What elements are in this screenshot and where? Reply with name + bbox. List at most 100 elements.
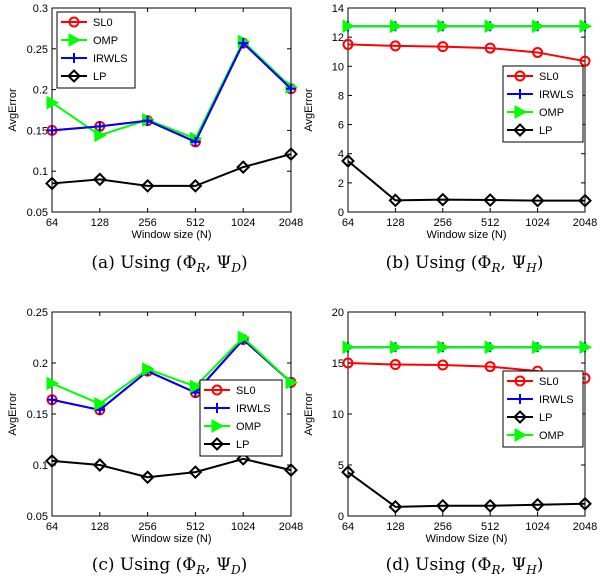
data-point-sl0 xyxy=(389,40,401,52)
data-point-lp xyxy=(188,178,203,193)
legend-entry: IRWLS xyxy=(93,53,128,65)
data-point-sl0 xyxy=(484,42,496,54)
y-tick-label: 5 xyxy=(338,460,344,472)
series-line-irwls xyxy=(51,338,292,411)
data-point-sl0 xyxy=(532,46,544,58)
data-point-lp xyxy=(284,147,298,161)
y-axis-label: AvgError xyxy=(7,392,19,436)
series-line-irwls xyxy=(51,41,292,144)
series-line-lp xyxy=(51,457,292,479)
legend-marker xyxy=(211,419,225,433)
legend-marker xyxy=(69,53,79,63)
x-tick-label: 256 xyxy=(434,217,452,229)
data-point-lp xyxy=(45,454,59,468)
data-point-lp xyxy=(140,178,155,193)
x-tick-label: 128 xyxy=(386,521,404,533)
series-line-sl0 xyxy=(347,43,586,63)
y-tick-label: 0 xyxy=(338,511,344,523)
x-axis-label: Window Size (N) xyxy=(426,533,508,545)
series-lp xyxy=(45,451,298,485)
series-omp xyxy=(46,330,299,411)
data-point-omp xyxy=(46,95,60,110)
legend-marker xyxy=(515,89,525,99)
data-point-irwls xyxy=(142,115,153,126)
x-tick-label: 1024 xyxy=(525,521,549,533)
y-tick-label: 0.15 xyxy=(27,409,48,421)
data-point-lp xyxy=(530,497,545,512)
y-axis-label: AvgError xyxy=(303,88,315,132)
data-point-sl0 xyxy=(342,38,354,50)
legend-entry: OMP xyxy=(539,107,564,119)
legend-marker xyxy=(514,70,526,82)
chart-panel-1: 0.05 0.1 0.15 0.2 0.25 0.3 64 128 256 512 1024 2048… xyxy=(7,3,303,275)
data-point-lp xyxy=(188,465,203,480)
data-point-lp xyxy=(140,470,155,485)
x-tick-label: 2048 xyxy=(279,217,303,229)
data-point-irwls xyxy=(94,121,105,132)
x-tick-label: 256 xyxy=(434,521,452,533)
series-omp xyxy=(342,340,593,355)
x-tick-label: 2048 xyxy=(279,521,303,533)
y-tick-label: 15 xyxy=(332,358,344,370)
legend: SL0 OMP IRWLS LP xyxy=(56,11,136,89)
panel-caption: (c) Using (ΦR, ΨD) xyxy=(92,555,248,577)
legend-entry: LP xyxy=(539,125,552,137)
legend-entry: OMP xyxy=(236,421,261,433)
series-lp xyxy=(341,465,592,514)
legend-marker xyxy=(212,403,222,413)
data-point-omp xyxy=(389,340,403,355)
data-point-omp xyxy=(484,19,498,34)
data-point-omp xyxy=(285,375,299,390)
x-tick-label: 256 xyxy=(138,217,156,229)
data-point-lp xyxy=(92,458,107,472)
data-point-sl0 xyxy=(579,55,591,67)
legend: SL0 IRWLS LP OMP xyxy=(502,370,584,448)
data-point-omp xyxy=(237,330,251,345)
panel-caption: (d) Using (ΦR, ΨH) xyxy=(386,555,544,577)
data-point-sl0 xyxy=(484,361,496,373)
y-tick-label: 8 xyxy=(338,90,344,102)
y-tick-label: 0.25 xyxy=(27,307,48,319)
series-line-omp xyxy=(51,39,292,140)
y-tick-label: 4 xyxy=(338,149,344,161)
y-tick-label: 0.05 xyxy=(27,511,48,523)
data-point-omp xyxy=(532,19,545,34)
data-point-lp xyxy=(578,193,592,208)
data-point-lp xyxy=(92,172,107,187)
x-tick-label: 2048 xyxy=(573,217,597,229)
series-line-lp xyxy=(51,153,292,187)
x-tick-label: 64 xyxy=(46,521,58,533)
data-point-lp xyxy=(45,176,59,191)
x-tick-label: 256 xyxy=(138,521,156,533)
legend: SL0 IRWLS OMP LP xyxy=(199,379,283,457)
y-tick-label: 0 xyxy=(338,207,344,219)
data-point-lp xyxy=(483,193,498,207)
y-tick-label: 0.2 xyxy=(33,358,48,370)
data-point-omp xyxy=(579,19,593,34)
x-tick-label: 512 xyxy=(186,521,204,533)
data-point-omp xyxy=(94,396,107,411)
data-point-lp xyxy=(435,498,450,513)
plot-frame xyxy=(51,7,292,213)
data-point-irwls xyxy=(286,83,296,94)
x-tick-label: 1024 xyxy=(231,521,255,533)
data-point-irwls xyxy=(190,136,201,147)
legend-entry: SL0 xyxy=(539,376,559,388)
data-point-sl0 xyxy=(437,359,449,371)
legend-marker xyxy=(68,33,82,47)
y-tick-label: 14 xyxy=(332,3,344,15)
x-axis-label: Window size (N) xyxy=(426,229,506,241)
legend-marker xyxy=(514,105,528,119)
legend-marker xyxy=(513,410,527,424)
y-tick-label: 0.2 xyxy=(33,85,48,97)
x-tick-label: 64 xyxy=(46,217,58,229)
x-tick-label: 1024 xyxy=(231,217,255,229)
legend-entry: SL0 xyxy=(236,385,256,397)
data-point-sl0 xyxy=(342,357,354,369)
data-point-lp xyxy=(388,499,403,514)
y-tick-label: 0.1 xyxy=(33,166,48,178)
legend-entry: OMP xyxy=(539,430,564,442)
y-tick-label: 6 xyxy=(338,120,344,132)
y-tick-label: 0.3 xyxy=(33,3,48,15)
